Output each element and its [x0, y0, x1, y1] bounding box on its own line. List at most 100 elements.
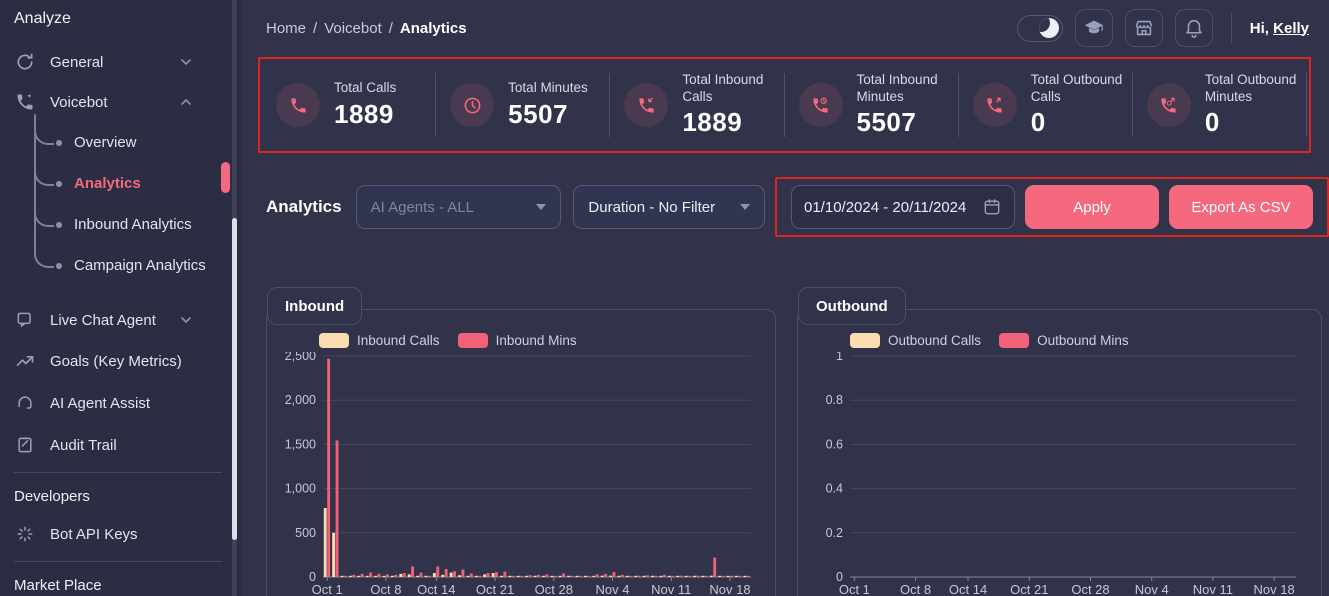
sidebar-item-live-chat-agent[interactable]: Live Chat Agent — [12, 300, 242, 340]
page-title: Analytics — [266, 197, 342, 216]
tree-dot — [56, 221, 62, 228]
phone-inbound-clock-icon — [798, 83, 843, 127]
active-item-indicator — [221, 162, 230, 193]
svg-text:0.4: 0.4 — [826, 482, 843, 496]
filter-row: Analytics AI Agents - ALL Duration - No … — [266, 177, 1329, 237]
outbound-panel: Outbound Outbound Calls Outbound Mins 1 0… — [797, 287, 1322, 596]
svg-text:0.8: 0.8 — [826, 393, 843, 407]
academy-button[interactable] — [1074, 9, 1113, 47]
greeting-prefix: Hi, — [1249, 19, 1269, 37]
stat-value: 1889 — [682, 107, 743, 138]
sidebar-item-campaign-analytics[interactable]: Campaign Analytics — [12, 239, 242, 286]
trending-up-icon — [14, 351, 36, 371]
stat-value: 0 — [1204, 107, 1220, 138]
sidebar-item-analytics[interactable]: Analytics — [12, 157, 242, 204]
duration-dropdown-value: Duration - No Filter — [588, 198, 716, 216]
breadcrumb-home[interactable]: Home — [266, 19, 307, 37]
annotation-box-stats: Total Calls 1889 Total Minutes 5507 Tota… — [258, 57, 1311, 153]
stat-value: 1889 — [334, 98, 394, 129]
chat-icon — [14, 310, 36, 330]
legend-item-inbound-mins[interactable]: Inbound Mins — [457, 332, 577, 348]
voicebot-subnav: Overview Analytics Inbound Analytics Cam… — [12, 114, 242, 286]
theme-toggle[interactable] — [1016, 14, 1063, 42]
legend-label: Inbound Calls — [357, 332, 440, 348]
sidebar-item-audit-trail[interactable]: Audit Trail — [12, 424, 242, 466]
breadcrumb: Home / Voicebot / Analytics — [266, 20, 467, 37]
stat-total-minutes: Total Minutes 5507 — [436, 69, 611, 141]
svg-text:Nov 4: Nov 4 — [596, 582, 630, 596]
sidebar-item-label: Bot API Keys — [50, 525, 138, 543]
sidebar-item-general[interactable]: General — [12, 42, 242, 82]
breadcrumb-current: Analytics — [399, 19, 467, 37]
svg-text:Oct 8: Oct 8 — [900, 582, 931, 596]
stat-label: Total Outbound Calls — [1030, 71, 1123, 104]
user-greeting: Hi, Kelly — [1250, 20, 1309, 37]
stat-label: Total Inbound Calls — [682, 71, 764, 104]
phone-outbound-clock-icon — [1146, 83, 1191, 127]
inbound-tab: Inbound — [267, 287, 363, 325]
stat-value: 5507 — [856, 107, 917, 138]
svg-text:Nov 4: Nov 4 — [1135, 582, 1169, 596]
stat-label: Total Outbound Minutes — [1204, 71, 1297, 104]
duration-dropdown[interactable]: Duration - No Filter — [573, 185, 765, 229]
sidebar: Analyze General Voicebot Overview Analyt… — [0, 0, 242, 596]
sidebar-item-ai-agent-assist[interactable]: AI Agent Assist — [12, 382, 242, 424]
breadcrumb-voicebot[interactable]: Voicebot — [324, 19, 382, 37]
marketplace-button[interactable] — [1124, 9, 1163, 47]
sidebar-item-bot-api-keys[interactable]: Bot API Keys — [12, 513, 242, 555]
bell-icon — [1186, 19, 1202, 38]
phone-inbound-icon — [624, 83, 669, 127]
caret-down-icon — [740, 204, 750, 210]
stat-value: 0 — [1030, 107, 1046, 138]
svg-text:Oct 1: Oct 1 — [839, 582, 870, 596]
svg-text:0: 0 — [309, 570, 316, 584]
sidebar-item-overview[interactable]: Overview — [12, 116, 242, 163]
sidebar-scrollbar-thumb[interactable] — [232, 218, 237, 540]
svg-text:Oct 14: Oct 14 — [417, 582, 455, 596]
sidebar-item-inbound-analytics[interactable]: Inbound Analytics — [12, 198, 242, 245]
sidebar-item-label: Analytics — [74, 175, 141, 192]
legend-swatch-mins — [457, 332, 488, 348]
sidebar-item-voicebot[interactable]: Voicebot — [12, 82, 242, 122]
legend-item-outbound-mins[interactable]: Outbound Mins — [999, 332, 1129, 348]
stat-total-inbound-minutes: Total Inbound Minutes 5507 — [785, 69, 959, 141]
legend-swatch-mins — [999, 332, 1030, 348]
date-range-input[interactable]: 01/10/2024 - 20/11/2024 — [791, 185, 1015, 229]
topbar-divider — [1230, 13, 1232, 43]
svg-text:Oct 14: Oct 14 — [949, 582, 987, 596]
svg-text:Oct 21: Oct 21 — [1010, 582, 1048, 596]
sidebar-item-label: Voicebot — [50, 93, 108, 111]
sidebar-section-developers: Developers — [14, 487, 90, 505]
sidebar-section-market-place: Market Place — [14, 576, 102, 594]
chevron-down-icon — [178, 312, 194, 328]
legend-label: Outbound Calls — [888, 332, 982, 348]
legend-item-outbound-calls[interactable]: Outbound Calls — [850, 332, 982, 348]
svg-text:1,500: 1,500 — [285, 437, 316, 451]
notifications-button[interactable] — [1174, 9, 1213, 47]
annotation-box-controls: 01/10/2024 - 20/11/2024 Apply Export As … — [775, 177, 1329, 237]
legend-item-inbound-calls[interactable]: Inbound Calls — [319, 332, 440, 348]
chevron-up-icon — [178, 94, 194, 110]
sidebar-item-label: Inbound Analytics — [74, 216, 192, 233]
ai-agents-dropdown-value: AI Agents - ALL — [370, 198, 474, 216]
svg-text:0.6: 0.6 — [826, 437, 843, 451]
svg-text:Oct 1: Oct 1 — [312, 582, 343, 596]
sidebar-item-goals[interactable]: Goals (Key Metrics) — [12, 340, 242, 382]
tree-dot — [56, 180, 62, 187]
sidebar-item-label: Campaign Analytics — [74, 257, 206, 274]
svg-text:Nov 18: Nov 18 — [709, 582, 750, 596]
headset-icon — [14, 393, 36, 413]
phone-icon — [276, 83, 320, 127]
svg-text:Nov 11: Nov 11 — [651, 582, 691, 596]
svg-text:Oct 28: Oct 28 — [535, 582, 573, 596]
outbound-tab: Outbound — [798, 287, 906, 325]
graduation-cap-icon — [1084, 20, 1103, 34]
charts-row: Inbound Inbound Calls Inbound Mins 2,500… — [266, 287, 1329, 596]
export-csv-button[interactable]: Export As CSV — [1169, 185, 1313, 229]
ai-agents-dropdown[interactable]: AI Agents - ALL — [355, 185, 562, 229]
apply-button[interactable]: Apply — [1025, 185, 1159, 229]
username-link[interactable]: Kelly — [1273, 19, 1309, 37]
clipboard-icon — [14, 435, 36, 455]
inbound-legend: Inbound Calls Inbound Mins — [319, 330, 759, 350]
